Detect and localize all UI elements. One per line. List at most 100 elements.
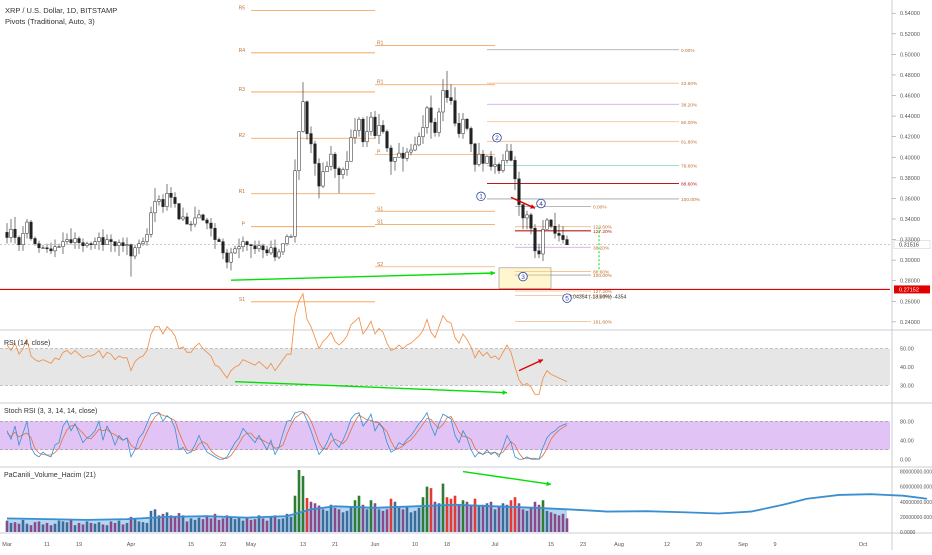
red-arrow-price-head xyxy=(530,204,535,209)
candle-up xyxy=(461,118,465,134)
volume-bar xyxy=(229,516,233,532)
candle-down xyxy=(317,163,321,187)
volume-bar xyxy=(213,513,217,532)
candle-up xyxy=(65,239,69,242)
candle-down xyxy=(113,241,117,246)
candle-down xyxy=(429,107,433,123)
volume-bar xyxy=(105,525,109,532)
time-tick-label: Aug xyxy=(614,542,624,548)
candle-up xyxy=(21,233,25,245)
candle-up xyxy=(145,234,149,242)
volume-bar xyxy=(345,510,349,532)
volume-bar xyxy=(305,497,309,532)
candle-up xyxy=(117,242,121,246)
price-tick-label: 0.28000 xyxy=(900,279,920,285)
candle-up xyxy=(377,125,381,136)
candle-up xyxy=(365,131,369,143)
candle-down xyxy=(81,242,85,246)
candle-down xyxy=(245,241,249,245)
volume-bar xyxy=(469,504,473,532)
candle-up xyxy=(441,90,445,113)
rsi-pane xyxy=(0,292,890,395)
candle-down xyxy=(217,239,221,242)
volume-bar xyxy=(225,515,229,532)
fib-level-label: 78.60% xyxy=(681,163,698,169)
volume-bar xyxy=(453,495,457,532)
candle-down xyxy=(305,101,309,134)
green-arrow-volume-head xyxy=(546,481,551,487)
recent-pivot-label: R1 xyxy=(377,41,384,47)
candle-up xyxy=(149,212,153,235)
volume-bar xyxy=(549,512,553,532)
candle-up xyxy=(393,157,397,162)
volume-bar xyxy=(173,516,177,532)
candle-down xyxy=(101,237,105,245)
volume-bar xyxy=(309,501,313,532)
recent-pivot-label: R1 xyxy=(377,80,384,86)
price-tick-label: 0.33000 xyxy=(900,238,920,244)
volume-bar xyxy=(557,515,561,532)
current-price-tag xyxy=(893,240,931,249)
price-tick-label: 0.52000 xyxy=(900,32,920,38)
candle-up xyxy=(285,236,289,244)
candle-down xyxy=(537,250,541,255)
candle-up xyxy=(93,241,97,245)
time-tick-label: 18 xyxy=(444,542,450,548)
candle-down xyxy=(225,252,229,263)
volume-bar xyxy=(81,524,85,532)
volume-bar xyxy=(257,515,261,532)
axes-layer: Mar 11 19 Apr 15 23 May 13 21 Jun 10 18 Jul 15 23 Aug 12… xyxy=(2,11,932,548)
candle-up xyxy=(353,130,357,138)
volume-bar xyxy=(493,509,497,532)
volume-bar xyxy=(65,522,69,532)
volume-bar xyxy=(185,521,189,532)
volume-bar xyxy=(133,518,137,532)
fib-level-label: 0.00% xyxy=(593,205,607,211)
candle-down xyxy=(45,247,49,250)
fib-level-label: 127.20% xyxy=(593,289,613,295)
volume-tick-label: 60000000.0000 xyxy=(900,485,932,491)
fib-level-label: 61.80% xyxy=(681,139,698,145)
pivot-level-label: R3 xyxy=(239,87,246,93)
candle-up xyxy=(477,153,481,165)
current-price-text: 0.31516 xyxy=(899,243,919,249)
candle-up xyxy=(425,107,429,128)
candle-down xyxy=(433,122,437,133)
candle-down xyxy=(273,247,277,258)
volume-bar xyxy=(377,509,381,532)
volume-bar xyxy=(205,515,209,532)
volume-bar xyxy=(365,509,369,532)
volume-bar xyxy=(337,509,341,532)
candle-down xyxy=(401,152,405,159)
price-pane: 0.00%23.60%38.20%50.00%61.80%78.60%88.60… xyxy=(0,6,931,325)
volume-bar xyxy=(101,524,105,532)
volume-bar xyxy=(509,500,513,532)
volume-bar xyxy=(445,497,449,532)
volume-bar xyxy=(153,509,157,532)
volume-bar xyxy=(189,518,193,532)
candle-up xyxy=(349,137,353,162)
candle-up xyxy=(321,171,325,187)
volume-bar xyxy=(57,520,61,532)
volume-bar xyxy=(313,503,317,532)
red-arrow-rsi xyxy=(518,359,544,372)
volume-bar xyxy=(17,523,21,532)
candle-up xyxy=(133,247,137,257)
chart-title: XRP / U.S. Dollar, 1D, BITSTAMP xyxy=(5,6,117,15)
volume-bar xyxy=(341,512,345,532)
candle-down xyxy=(361,118,365,143)
candle-up xyxy=(257,245,261,250)
candle-up xyxy=(341,169,345,175)
volume-bar xyxy=(297,470,301,532)
time-tick-label: Oct xyxy=(859,542,868,548)
candle-down xyxy=(333,153,337,169)
candle-down xyxy=(109,239,113,242)
candle-down xyxy=(173,197,177,204)
time-tick-label: 19 xyxy=(76,542,82,548)
candle-down xyxy=(385,131,389,149)
volume-bar xyxy=(93,523,97,532)
candle-up xyxy=(165,193,169,207)
candle-up xyxy=(157,199,161,202)
volume-bar xyxy=(21,519,25,532)
